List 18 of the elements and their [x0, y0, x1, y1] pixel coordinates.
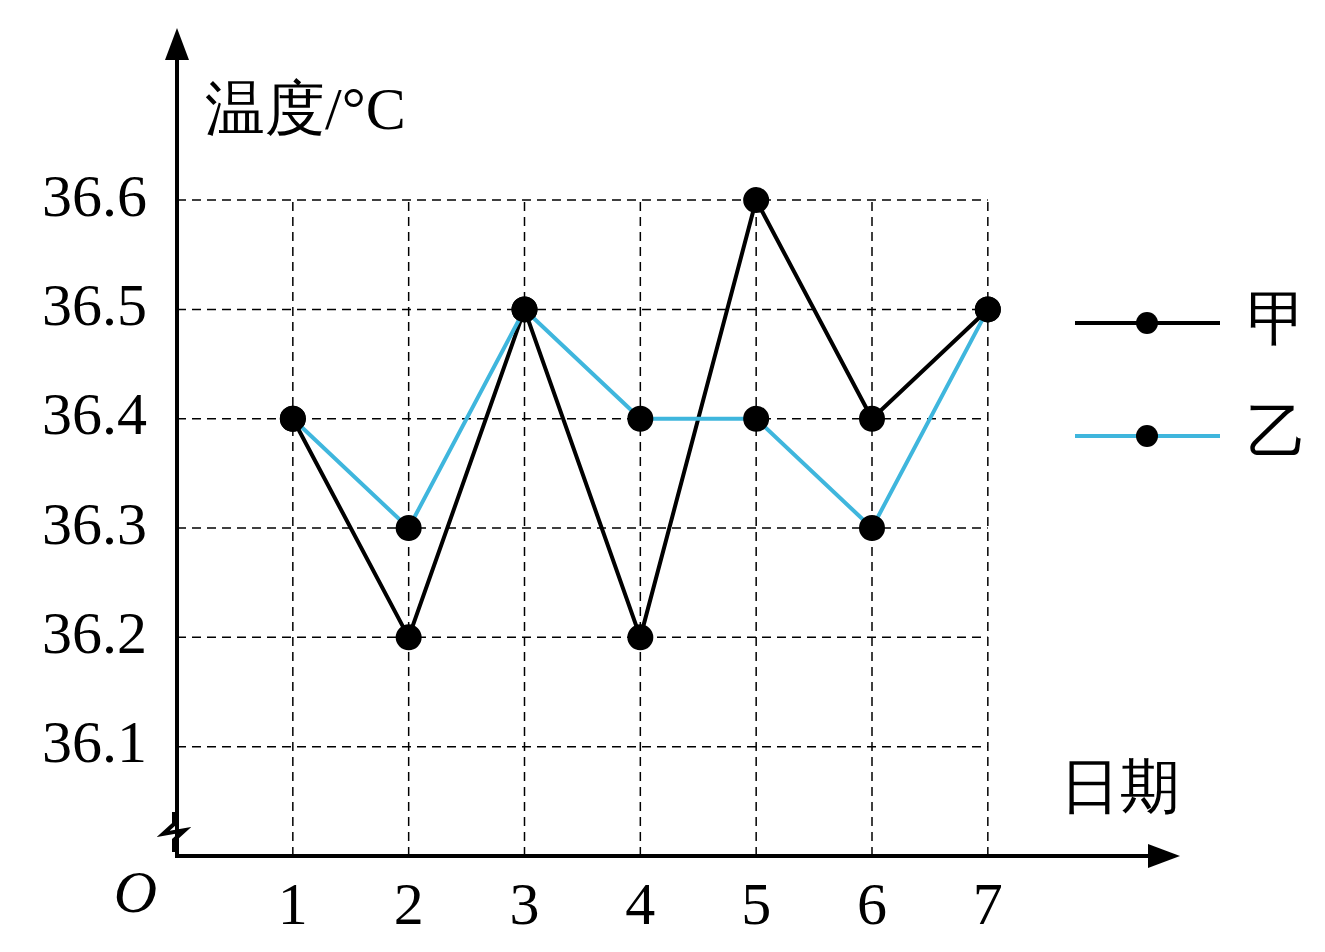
y-tick-label: 36.5 [42, 272, 147, 339]
x-tick-label: 2 [393, 870, 424, 937]
legend-label: 乙 [1247, 398, 1307, 465]
y-tick-label: 36.2 [42, 600, 147, 667]
x-tick-label: 4 [625, 870, 656, 937]
text: O [113, 858, 157, 925]
x-tick-label: 6 [857, 870, 887, 937]
x-tick-label: 7 [972, 870, 1003, 937]
x-tick-label: 3 [509, 870, 540, 937]
y-tick-label: 36.4 [42, 381, 147, 448]
y-tick-label: 36.3 [42, 490, 147, 557]
y-tick-label: 36.6 [42, 162, 147, 229]
y-axis-title: 温度/°C [205, 75, 406, 142]
x-axis-title: 日期 [1060, 753, 1180, 820]
y-tick-label: 36.1 [42, 709, 147, 776]
x-tick-label: 1 [277, 870, 308, 937]
x-tick-label: 5 [741, 870, 772, 937]
legend-label: 甲 [1247, 285, 1307, 352]
